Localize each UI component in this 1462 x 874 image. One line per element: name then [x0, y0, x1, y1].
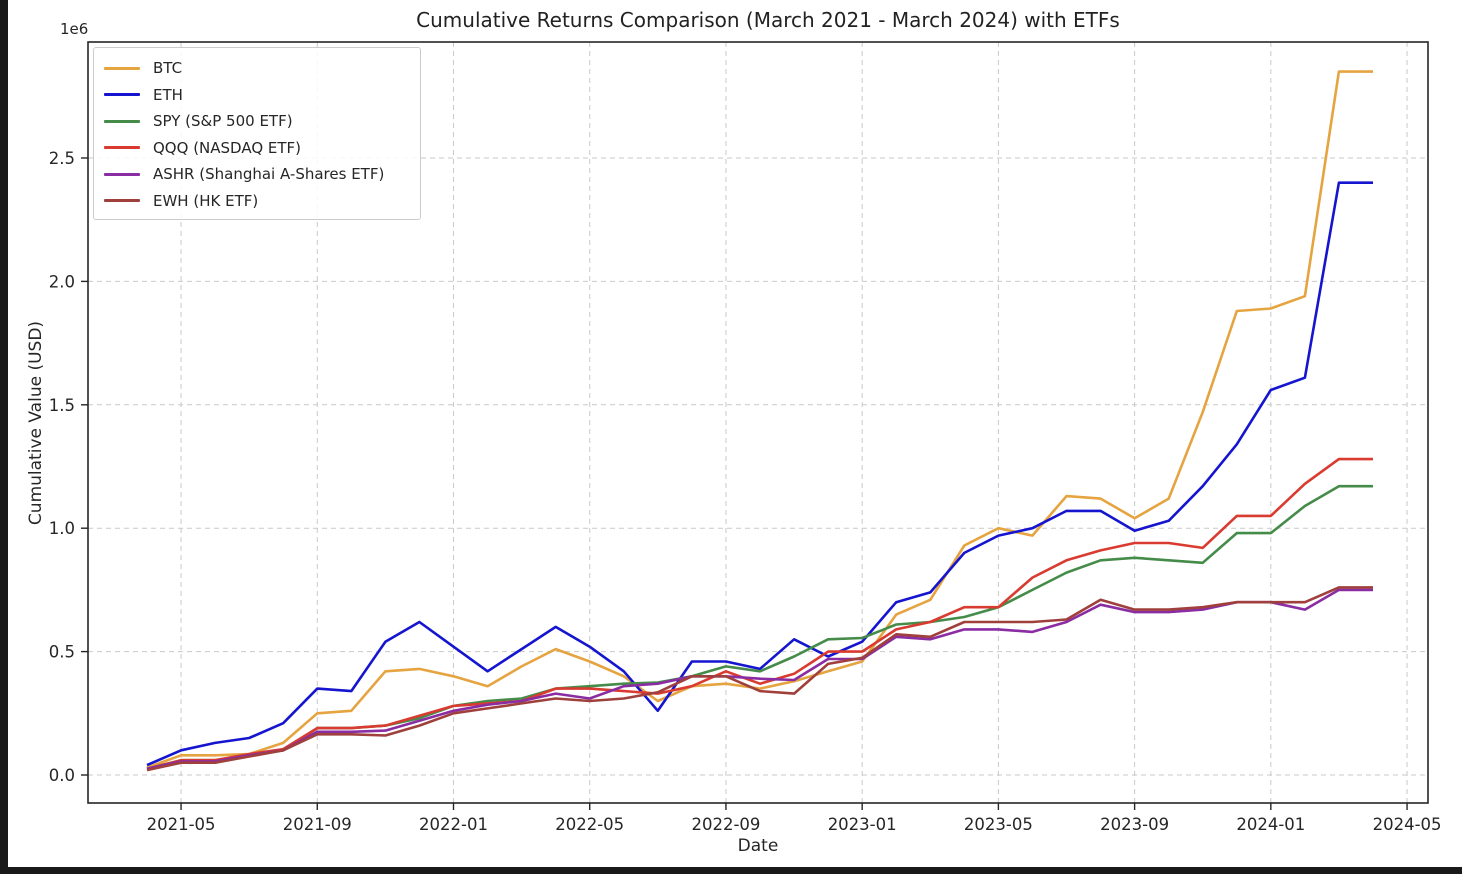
legend-label: SPY (S&P 500 ETF) — [153, 112, 293, 131]
y-tick-label: 1.0 — [49, 519, 75, 538]
x-tick-label: 2024-05 — [1373, 815, 1442, 834]
x-tick-label: 2023-01 — [828, 815, 897, 834]
legend-label: BTC — [153, 59, 183, 78]
y-tick-label: 0.5 — [49, 643, 75, 662]
legend-line-sample — [104, 66, 140, 70]
x-tick-label: 2023-09 — [1100, 815, 1169, 834]
y-tick-label: 2.5 — [49, 149, 75, 168]
legend-line-sample — [104, 172, 140, 176]
x-tick-label: 2022-05 — [555, 815, 624, 834]
y-tick-label: 1.5 — [49, 396, 75, 415]
legend: BTC ETH SPY (S&P 500 ETF) QQQ (NASDAQ ETF) A… — [93, 47, 421, 220]
legend-item-btc: BTC — [94, 55, 420, 82]
legend-line-sample — [104, 199, 140, 203]
series-line-ewh — [146, 586, 1373, 772]
x-tick-label: 2024-01 — [1236, 815, 1305, 834]
legend-label: QQQ (NASDAQ ETF) — [153, 138, 302, 157]
legend-item-eth: ETH — [94, 82, 420, 109]
legend-line-sample — [104, 146, 140, 150]
legend-label: ASHR (Shanghai A-Shares ETF) — [153, 165, 385, 184]
legend-label: ETH — [153, 85, 183, 104]
x-tick-label: 2022-01 — [419, 815, 488, 834]
series-line-btc — [146, 70, 1373, 769]
axes-spines — [87, 41, 1429, 804]
series-line-eth — [146, 181, 1373, 767]
series-line-qqq — [146, 457, 1373, 771]
legend-label: EWH (HK ETF) — [153, 191, 259, 210]
legend-line-sample — [104, 93, 140, 97]
y-tick-label: 2.0 — [49, 272, 75, 291]
x-tick-label: 2021-05 — [147, 815, 216, 834]
chart-title: Cumulative Returns Comparison (March 202… — [416, 8, 1120, 32]
y-tick-label: 0.0 — [49, 766, 75, 785]
x-tick-label: 2021-09 — [283, 815, 352, 834]
legend-item-ewh: EWH (HK ETF) — [94, 188, 420, 215]
x-tick-label: 2022-09 — [691, 815, 760, 834]
series-line-ashr — [146, 588, 1373, 771]
y-axis-offset-text: 1e6 — [60, 20, 89, 38]
legend-item-qqq: QQQ (NASDAQ ETF) — [94, 135, 420, 162]
x-axis-label: Date — [737, 836, 779, 856]
legend-line-sample — [104, 119, 140, 123]
x-tick-label: 2023-05 — [964, 815, 1033, 834]
chart-figure: 2021-05 2021-09 2022-01 2022-05 2022-09 2023-… — [8, 0, 1462, 867]
y-axis-label: Cumulative Value (USD) — [26, 320, 46, 526]
legend-item-ashr: ASHR (Shanghai A-Shares ETF) — [94, 161, 420, 188]
legend-item-spy: SPY (S&P 500 ETF) — [94, 108, 420, 135]
